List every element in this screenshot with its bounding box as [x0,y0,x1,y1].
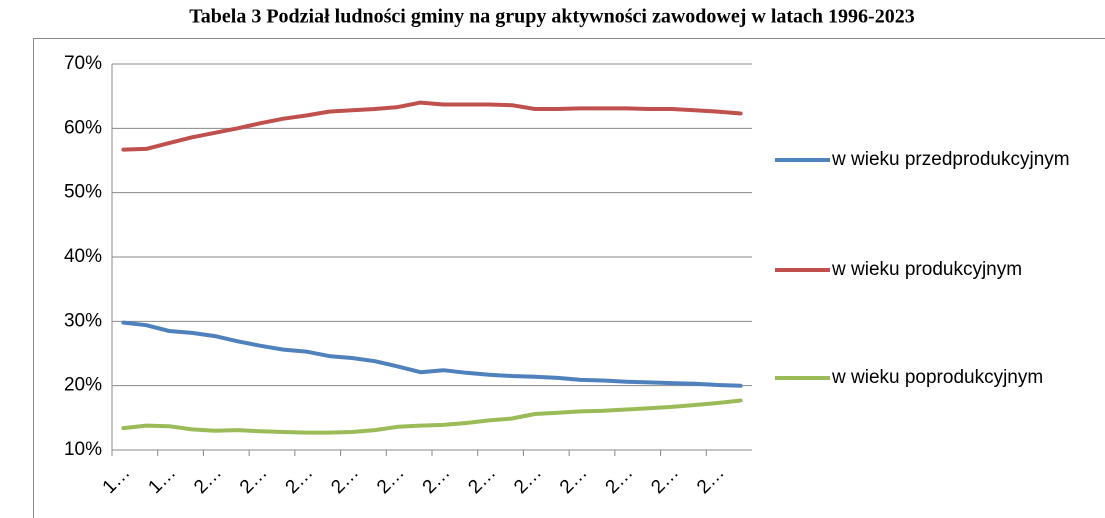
x-tick-label: 1… [144,462,180,498]
x-tick-label: 2… [190,462,226,498]
y-tick-label: 50% [64,182,102,203]
y-tick-label: 70% [64,53,102,74]
x-tick-label: 2… [327,462,363,498]
x-tick-label: 2… [602,462,638,498]
legend-label: w wieku poprodukcyjnym [832,367,1044,388]
y-tick-label: 10% [64,439,102,460]
line-series [121,398,743,435]
chart-title: Tabela 3 Podział ludności gminy na grupy… [189,6,914,28]
line-series [121,320,743,388]
x-tick-label: 2… [647,462,683,498]
line-series [121,100,743,152]
legend-label: w wieku przedprodukcyjnym [832,149,1070,170]
y-tick-label: 40% [64,246,102,267]
chart-frame [33,38,1105,518]
x-tick-label: 2… [510,462,546,498]
x-tick-label: 2… [282,462,318,498]
x-tick-label: 2… [556,462,592,498]
x-tick-label: 1… [99,462,135,498]
x-tick-label: 2… [419,462,455,498]
x-tick-label: 2… [693,462,729,498]
x-tick-label: 2… [373,462,409,498]
x-tick-label: 2… [236,462,272,498]
y-tick-label: 30% [64,310,102,331]
y-tick-label: 20% [64,375,102,396]
x-tick-label: 2… [464,462,500,498]
y-tick-label: 60% [64,117,102,138]
legend-label: w wieku produkcyjnym [832,259,1023,280]
